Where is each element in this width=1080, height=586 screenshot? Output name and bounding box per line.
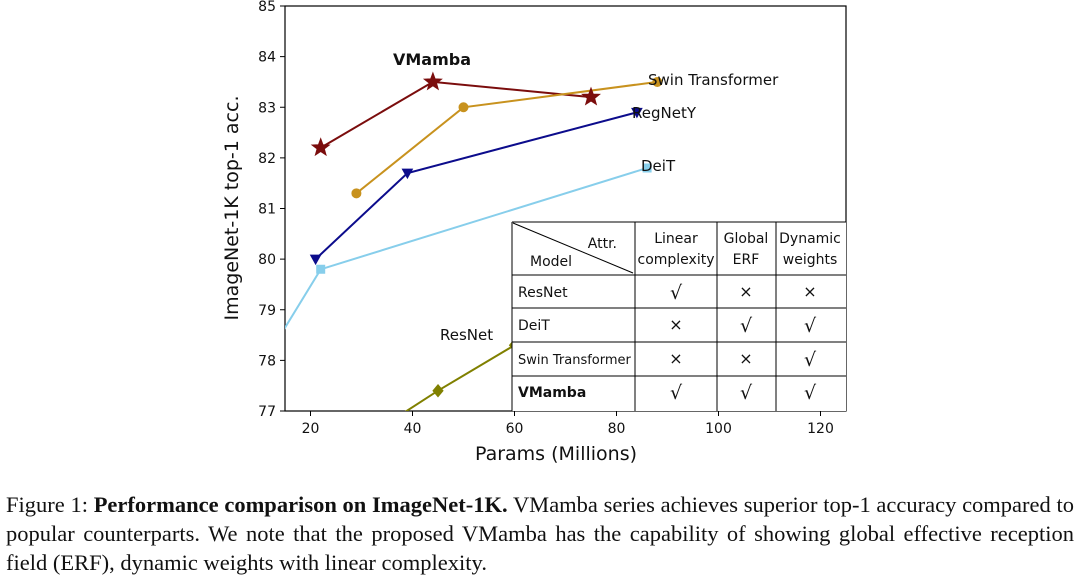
- series-line-swin-transformer: [355, 80, 658, 195]
- cross-mark: ×: [669, 315, 682, 334]
- check-mark: √: [804, 315, 817, 337]
- data-point-swin-transformer: [652, 76, 663, 87]
- table-corner-attr: Attr.: [588, 236, 617, 252]
- data-point-vmamba: [422, 71, 443, 91]
- cross-mark: ×: [739, 282, 752, 301]
- col-dynamic-line1: Dynamic: [779, 231, 841, 247]
- x-tick-label: 20: [302, 421, 320, 437]
- series-label-deit: DeiT: [641, 157, 676, 175]
- col-erf-line1: Global: [724, 231, 769, 247]
- y-tick-label: 84: [258, 50, 276, 66]
- col-erf-line2: ERF: [733, 252, 760, 268]
- series-line-resnet: [404, 344, 516, 411]
- x-tick-label: 120: [807, 421, 834, 437]
- col-linear-line1: Linear: [654, 231, 698, 247]
- cross-mark: ×: [739, 349, 752, 368]
- performance-chart: 20 40 60 80 100 120 77 78 79 80 81 82 83 84 85 VMamba …: [221, 0, 847, 465]
- col-dynamic-line2: weights: [783, 252, 838, 268]
- series-label-swin: Swin Transformer: [648, 71, 779, 89]
- col-linear-line2: complexity: [638, 252, 715, 268]
- cross-mark: ×: [803, 282, 816, 301]
- series-line-vmamba: [320, 80, 592, 149]
- check-mark: √: [740, 382, 753, 404]
- y-tick-label: 83: [258, 100, 276, 116]
- y-axis-label: ImageNet-1K top-1 acc.: [221, 96, 243, 321]
- series-labels: VMamba Swin Transformer RegNetY DeiT Res…: [393, 50, 779, 344]
- y-tick-label: 79: [258, 303, 276, 319]
- data-point-vmamba: [581, 86, 601, 106]
- table-rows: ResNet √ × × DeiT × √ √ Swin Transformer × × √ VMamb…: [518, 282, 817, 404]
- data-point-regnety: [631, 107, 643, 119]
- x-tick-label: 80: [608, 421, 626, 437]
- series-label-vmamba: VMamba: [393, 50, 471, 69]
- check-mark: √: [804, 349, 817, 371]
- cross-mark: ×: [669, 349, 682, 368]
- caption-bold: Performance comparison on ImageNet-1K.: [93, 492, 508, 517]
- axis-ticks: 20 40 60 80 100 120 77 78 79 80 81 82 83 84 85: [258, 0, 834, 437]
- table-background: [512, 222, 846, 411]
- x-tick-label: 100: [705, 421, 732, 437]
- table-row-model: ResNet: [518, 285, 568, 301]
- series-label-resnet: ResNet: [440, 326, 493, 344]
- check-mark: √: [670, 382, 683, 404]
- data-point-swin-transformer: [458, 102, 469, 113]
- data-point-regnety: [309, 254, 322, 266]
- data-point-regnety: [401, 168, 414, 180]
- y-tick-label: 82: [258, 151, 276, 167]
- figure-caption: Figure 1: Performance comparison on Imag…: [6, 490, 1074, 577]
- x-axis-label: Params (Millions): [475, 443, 637, 465]
- data-point-swin-transformer: [351, 188, 362, 199]
- check-mark: √: [804, 382, 817, 404]
- check-mark: √: [670, 282, 683, 304]
- caption-text: VMamba series achieves superior top-1 ac…: [6, 492, 1074, 575]
- y-tick-label: 81: [258, 202, 276, 218]
- data-point-resnet: [432, 383, 444, 398]
- y-tick-label: 85: [258, 0, 276, 15]
- table-corner-model: Model: [530, 254, 572, 270]
- x-tick-label: 40: [404, 421, 422, 437]
- y-tick-label: 78: [258, 353, 276, 369]
- data-point-deit: [642, 163, 652, 173]
- caption-prefix: Figure 1:: [6, 492, 94, 517]
- table-row-model: VMamba: [518, 385, 586, 401]
- table-row-model: Swin Transformer: [518, 353, 632, 368]
- series-label-regnety: RegNetY: [632, 104, 697, 122]
- attribute-table: Attr. Model Linear complexity Global ERF…: [511, 221, 846, 411]
- x-tick-label: 60: [506, 421, 524, 437]
- data-point-deit: [316, 264, 326, 274]
- check-mark: √: [740, 315, 753, 337]
- data-point-vmamba: [310, 137, 331, 157]
- series-markers: [309, 71, 663, 398]
- table-row-model: DeiT: [518, 318, 550, 334]
- y-tick-label: 80: [258, 252, 276, 268]
- y-tick-label: 77: [258, 404, 276, 420]
